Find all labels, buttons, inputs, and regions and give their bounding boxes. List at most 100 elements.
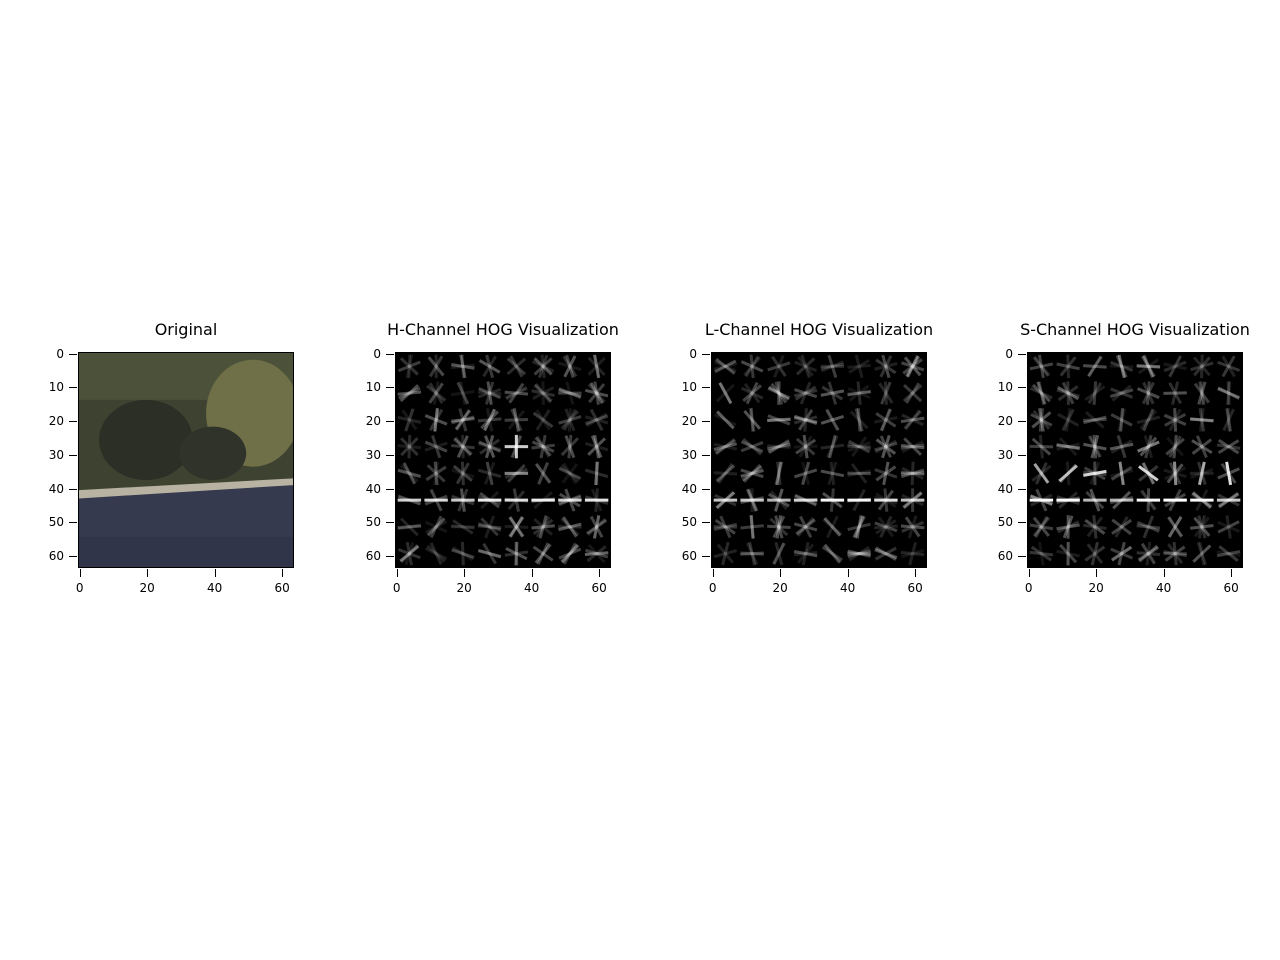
hog-cell (847, 463, 871, 484)
hog-cell (1217, 461, 1240, 486)
hog-cell (902, 382, 923, 404)
hog-cell (874, 354, 898, 379)
hog-cell (1163, 488, 1187, 512)
hog-cell (1109, 384, 1134, 402)
x-tick-label: 40 (1156, 581, 1172, 595)
hog-cell (1136, 381, 1160, 405)
hog-cell (584, 408, 609, 431)
hog-cell (532, 542, 554, 565)
panel-s-channel: S-Channel HOG Visualization 0 10 20 30 40 50 60… (998, 320, 1250, 595)
hog-cell (531, 515, 555, 539)
hog-cell (767, 354, 791, 378)
hog-cell (715, 382, 735, 405)
hog-cell (847, 489, 871, 512)
hog-cell (900, 541, 925, 566)
y-tick-label: 40 (48, 481, 64, 496)
y-tick-label: 30 (681, 447, 697, 462)
hog-cell (900, 488, 925, 512)
hog-cell (793, 381, 818, 405)
x-tick-label: 40 (207, 581, 223, 595)
y-tick-label: 50 (997, 515, 1013, 530)
y-tick (69, 556, 77, 558)
hog-cell (767, 414, 791, 426)
hog-cell (451, 408, 475, 432)
hog-cell (1190, 515, 1214, 539)
hog-cell (874, 546, 898, 561)
hog-cell (1190, 461, 1214, 486)
hog-cell (900, 515, 925, 539)
hog-cell (586, 515, 608, 539)
y-tick (702, 488, 710, 490)
hog-cell (451, 541, 475, 566)
hog-cell (1163, 355, 1187, 378)
hog-cell (1217, 381, 1241, 405)
y-tick (69, 522, 77, 524)
hog-cell (821, 543, 844, 564)
hog-cell (451, 488, 475, 512)
panel-title: Original (154, 320, 218, 339)
hog-cell (1138, 462, 1159, 485)
hog-cell (713, 438, 738, 456)
y-tick-label: 0 (1005, 346, 1013, 361)
y-tick-label: 40 (681, 481, 697, 496)
hog-cell (397, 462, 422, 485)
hog-cell (1029, 434, 1054, 459)
x-tick (599, 569, 601, 577)
x-tick-label: 40 (524, 581, 540, 595)
hog-cell (504, 541, 529, 566)
hog-cell (1163, 461, 1187, 486)
y-tick (69, 488, 77, 490)
y-tick (1018, 421, 1026, 423)
hog-cell (1190, 408, 1214, 432)
y-tick (386, 454, 394, 456)
hog-cell (558, 516, 582, 538)
y-tick-label: 50 (48, 515, 64, 530)
image-frame (711, 352, 927, 568)
original-image (79, 353, 293, 567)
x-tick (214, 569, 216, 577)
hog-cell (1084, 381, 1106, 405)
hog-cell (397, 517, 422, 537)
y-tick (386, 387, 394, 389)
hog-cell (587, 354, 606, 379)
hog-cell (1111, 515, 1133, 538)
hog-cell (1136, 515, 1161, 539)
x-tick (1231, 569, 1233, 577)
y-tick-label: 60 (365, 549, 381, 564)
hog-cell (424, 515, 448, 539)
hog-cell (1056, 354, 1080, 379)
y-tick-label: 20 (997, 414, 1013, 429)
hog-cell (1029, 488, 1054, 512)
hog-cell (793, 461, 818, 486)
hog-cell (900, 461, 925, 486)
hog-cell (740, 515, 764, 539)
hog-cell (1030, 408, 1053, 432)
y-tick (386, 353, 394, 355)
hog-cell (847, 515, 871, 539)
hog-cell (504, 382, 529, 404)
hog-cell (774, 461, 784, 486)
hog-cell (397, 541, 421, 566)
hog-cell (901, 355, 925, 378)
panel-original: Original 0 10 20 30 40 50 60 0 20 40 60 (49, 320, 294, 595)
hog-cell (477, 381, 502, 405)
hog-cell (1083, 355, 1107, 378)
hog-cell (1058, 461, 1078, 486)
hog-cell (740, 463, 764, 483)
hog-cell (504, 408, 529, 432)
hog-cell (1056, 541, 1080, 566)
x-tick-label: 60 (274, 581, 290, 595)
hog-cell (1216, 438, 1241, 455)
hog-cell (531, 354, 555, 379)
hog-cell (1083, 411, 1107, 429)
hog-cell (424, 434, 448, 459)
y-tick-label: 30 (48, 447, 64, 462)
hog-cell (397, 408, 422, 432)
hog-cell (1056, 515, 1080, 539)
hog-cell (1029, 541, 1054, 566)
hog-cell (740, 488, 764, 512)
hog-cell (1109, 461, 1134, 486)
x-tick-label: 60 (907, 581, 923, 595)
x-tick-label: 0 (392, 581, 401, 595)
hog-cell (477, 461, 502, 486)
